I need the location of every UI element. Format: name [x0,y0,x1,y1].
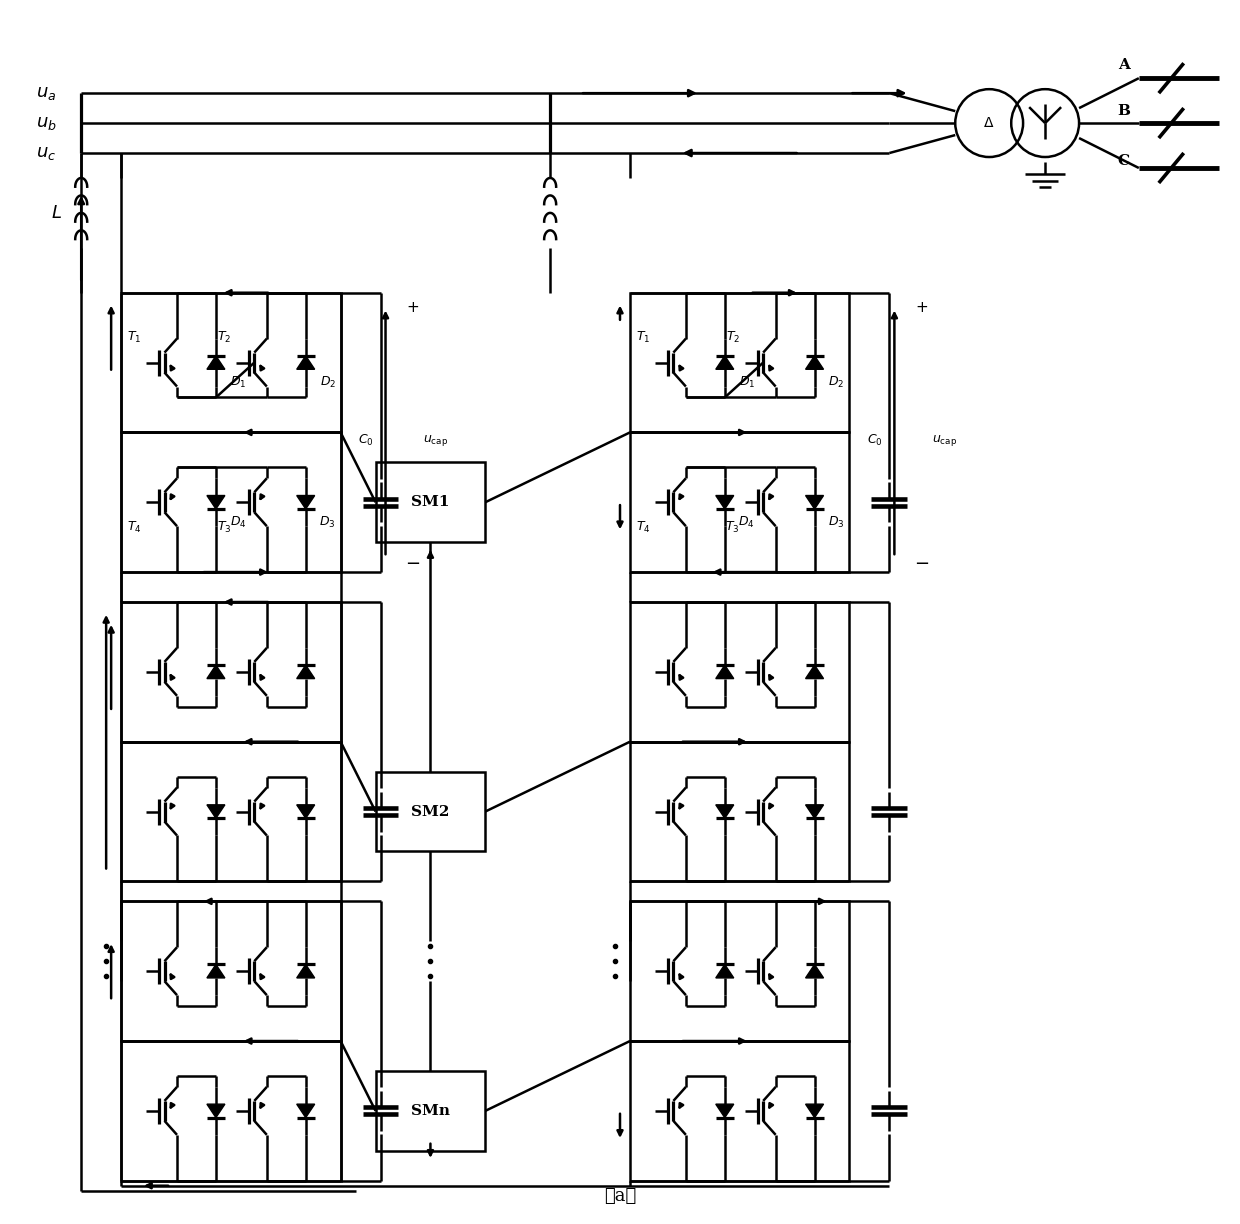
Text: $u_a$: $u_a$ [36,84,57,102]
Polygon shape [806,665,823,678]
Bar [630,602,849,742]
Text: $C_0$: $C_0$ [867,433,883,448]
Polygon shape [806,496,823,509]
Polygon shape [715,496,734,509]
Bar [122,901,341,1042]
Polygon shape [715,356,734,370]
Bar [630,901,849,1042]
Bar [630,1042,849,1181]
Polygon shape [296,965,315,978]
Bar [376,1071,485,1151]
Text: A: A [1118,59,1130,72]
Bar [122,293,341,432]
Bar [122,432,341,572]
Text: $L$: $L$ [51,204,62,222]
Text: $T_1$: $T_1$ [126,330,141,345]
Text: SM1: SM1 [412,496,450,509]
Text: $u_c$: $u_c$ [36,144,56,162]
Bar [376,771,485,852]
Polygon shape [296,805,315,819]
Text: $C_0$: $C_0$ [357,433,373,448]
Text: $u_b$: $u_b$ [36,114,57,132]
Text: $\Delta$: $\Delta$ [983,116,994,130]
Text: $T_3$: $T_3$ [725,520,740,535]
Polygon shape [715,965,734,978]
Bar [630,293,849,432]
Text: SMn: SMn [410,1104,450,1118]
Text: $D_1$: $D_1$ [229,375,246,390]
Bar [122,602,341,742]
Text: $T_2$: $T_2$ [725,330,740,345]
Text: C: C [1117,154,1130,168]
Text: $T_3$: $T_3$ [217,520,231,535]
Text: $D_1$: $D_1$ [739,375,755,390]
Text: $D_2$: $D_2$ [828,375,844,390]
Text: $T_1$: $T_1$ [636,330,650,345]
Text: $T_4$: $T_4$ [126,520,141,535]
Polygon shape [207,1104,224,1118]
Polygon shape [207,356,224,370]
Polygon shape [806,965,823,978]
Text: $u_{\rm cap}$: $u_{\rm cap}$ [423,433,448,448]
Polygon shape [207,665,224,678]
Text: B: B [1117,104,1131,119]
Polygon shape [715,805,734,819]
Polygon shape [296,665,315,678]
Bar [376,463,485,542]
Text: $D_3$: $D_3$ [320,514,336,530]
Text: $D_4$: $D_4$ [738,514,755,530]
Polygon shape [806,805,823,819]
Polygon shape [806,356,823,370]
Polygon shape [715,1104,734,1118]
Text: SM2: SM2 [412,804,450,819]
Text: （a）: （a） [604,1187,636,1204]
Text: $-$: $-$ [405,553,420,572]
Polygon shape [207,965,224,978]
Text: $-$: $-$ [914,553,929,572]
Polygon shape [296,1104,315,1118]
Polygon shape [296,356,315,370]
Bar [122,742,341,881]
Polygon shape [207,805,224,819]
Text: $D_4$: $D_4$ [229,514,247,530]
Polygon shape [207,496,224,509]
Text: $+$: $+$ [405,301,419,315]
Bar [630,432,849,572]
Bar [630,742,849,881]
Text: $T_2$: $T_2$ [217,330,231,345]
Polygon shape [806,1104,823,1118]
Text: $+$: $+$ [915,301,928,315]
Text: $D_3$: $D_3$ [828,514,844,530]
Polygon shape [296,496,315,509]
Bar [122,1042,341,1181]
Text: $T_4$: $T_4$ [636,520,650,535]
Polygon shape [715,665,734,678]
Text: $D_2$: $D_2$ [320,375,336,390]
Text: $u_{\rm cap}$: $u_{\rm cap}$ [931,433,957,448]
